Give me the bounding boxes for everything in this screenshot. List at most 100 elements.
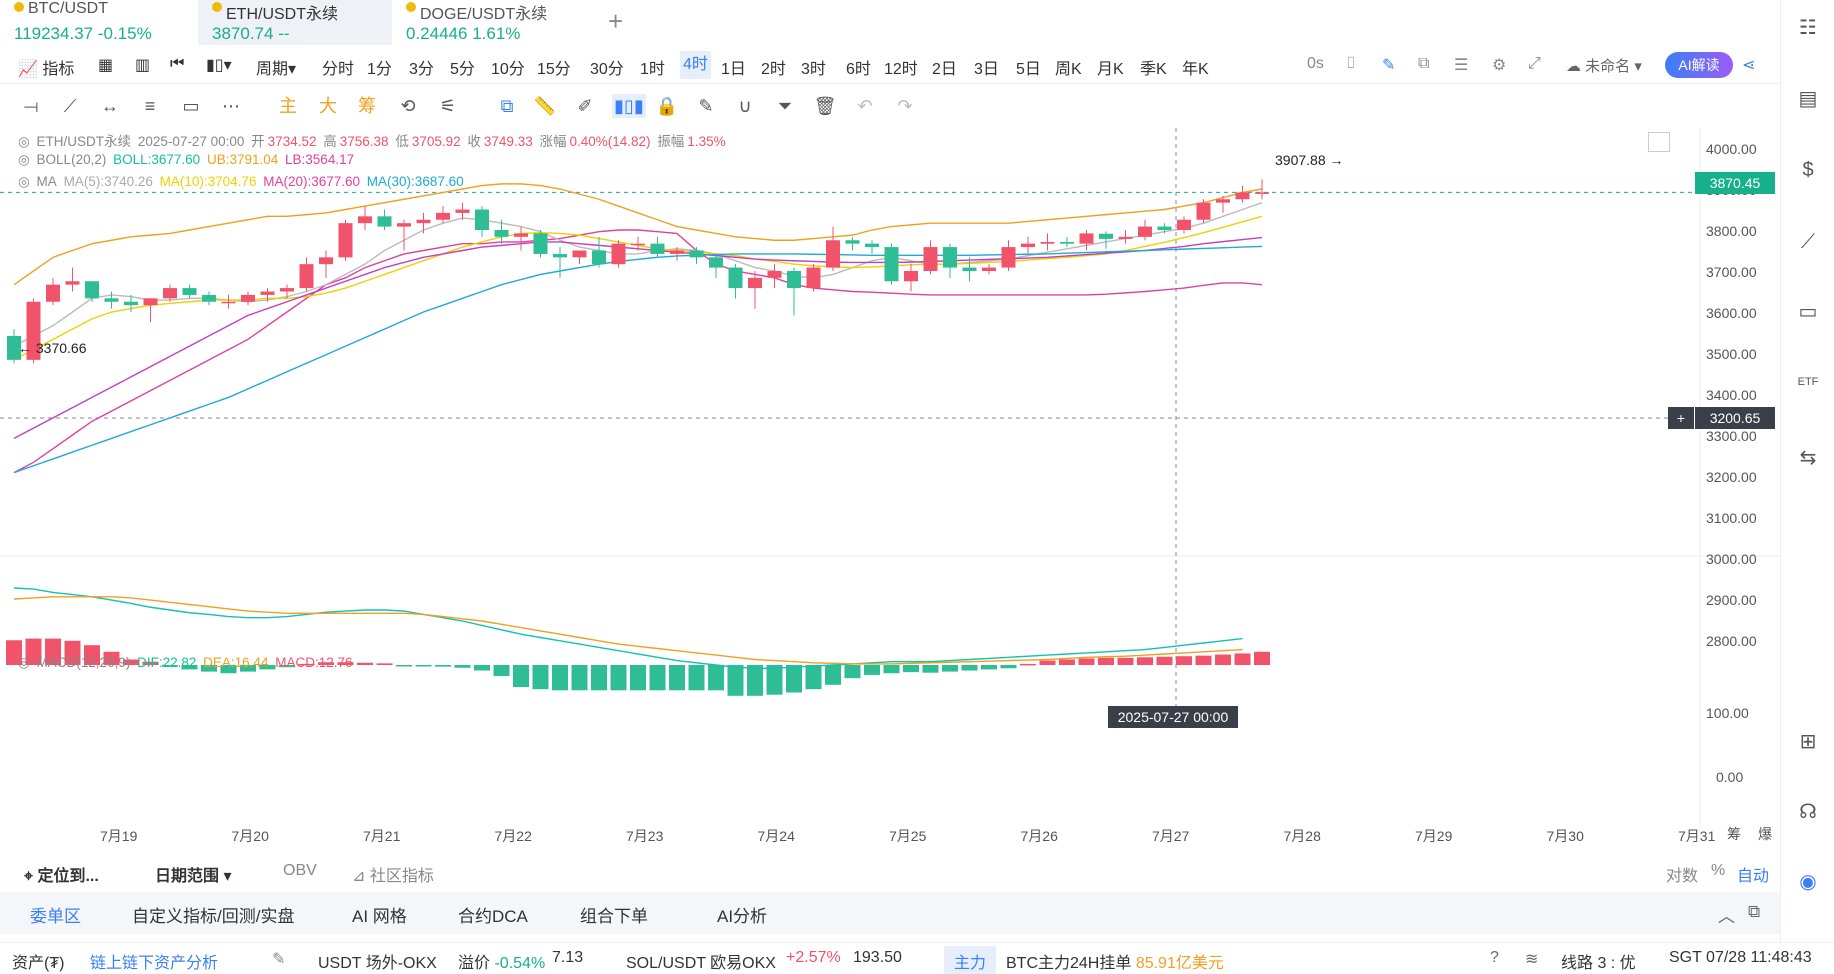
period-dropdown[interactable]: 周期▾ — [256, 61, 297, 78]
redo-icon[interactable]: ↷ — [897, 96, 913, 116]
document-icon[interactable]: ▤ — [1798, 88, 1818, 110]
tab-ai-grid[interactable]: AI 网格 — [352, 907, 407, 926]
crosshair-plus-icon[interactable]: + — [1668, 407, 1694, 429]
panel-icon[interactable]: ⊞ — [1799, 731, 1817, 753]
interval-13[interactable]: 12时 — [884, 61, 918, 78]
trend-line-icon[interactable]: ⟋ — [63, 96, 77, 116]
big-order-button[interactable]: 大 — [319, 96, 337, 116]
layout-name-dropdown[interactable]: ☁ 未命名 ▾ — [1566, 58, 1642, 75]
copy-icon[interactable]: ⧉ — [500, 96, 514, 116]
log-scale-button[interactable]: 对数 — [1666, 868, 1699, 885]
interval-12[interactable]: 6时 — [846, 61, 871, 78]
replay-icon[interactable]: ⏮ — [170, 55, 185, 72]
chart-type-icon[interactable]: ▮▯▾ — [206, 57, 232, 74]
interval-6[interactable]: 30分 — [590, 61, 624, 78]
interval-14[interactable]: 2日 — [932, 61, 957, 78]
chips-button[interactable]: 筹 — [358, 96, 376, 116]
locate-button[interactable]: ⌖ 定位到... — [24, 868, 99, 885]
magnet-icon[interactable]: ∪ — [738, 96, 752, 116]
price-chart[interactable]: ◎ ETH/USDT永续 2025-07-27 00:00 开 3734.52 高… — [0, 128, 1780, 844]
tab-contract-dca[interactable]: 合约DCA — [458, 907, 528, 926]
sol-ticker[interactable]: SOL/USDT 欧易OKX — [626, 955, 776, 972]
interval-10[interactable]: 2时 — [761, 61, 786, 78]
exchange-icon[interactable]: ⇆ — [1799, 447, 1817, 469]
line-status[interactable]: 线路 3 : 优 — [1561, 955, 1636, 972]
interval-18[interactable]: 月K — [1097, 61, 1124, 78]
burst-label[interactable]: 爆 — [1758, 826, 1772, 842]
tab-ai-analysis[interactable]: AI分析 — [717, 907, 768, 926]
rectangle-icon[interactable]: ▭ — [182, 96, 200, 116]
camera-icon[interactable]: ⌷ — [1346, 55, 1356, 72]
more-tools-icon[interactable]: ⋯ — [222, 96, 240, 116]
fullscreen-icon[interactable]: ⤢ — [1528, 55, 1541, 72]
tab-custom-indicator[interactable]: 自定义指标/回测/实盘 — [132, 907, 295, 926]
interval-8[interactable]: 4时 — [680, 51, 711, 79]
interval-17[interactable]: 周K — [1055, 61, 1082, 78]
grid-list-icon[interactable]: ☷ — [1799, 17, 1817, 39]
interval-1[interactable]: 1分 — [367, 61, 392, 78]
interval-7[interactable]: 1时 — [640, 61, 665, 78]
popout-icon[interactable]: ⧉ — [1748, 902, 1761, 921]
tab-btc[interactable]: BTC/USDT 119234.37 -0.15% — [0, 0, 196, 45]
interval-15[interactable]: 3日 — [974, 61, 999, 78]
draw-icon[interactable]: ✐ — [577, 96, 593, 116]
edit-icon[interactable]: ✎ — [272, 951, 286, 968]
sync-icon[interactable]: ⟲ — [400, 96, 416, 116]
chart-canvas[interactable] — [0, 128, 1780, 838]
main-chip-button[interactable]: 主 — [279, 96, 297, 116]
interval-2[interactable]: 3分 — [409, 61, 434, 78]
interval-3[interactable]: 5分 — [450, 61, 475, 78]
pencil-icon[interactable]: ✎ — [1382, 57, 1396, 74]
usdt-otc[interactable]: USDT 场外-OKX — [318, 955, 437, 972]
ai-interpret-button[interactable]: AI解读 — [1665, 52, 1733, 78]
popout-icon[interactable]: ⧉ — [1418, 55, 1430, 72]
percent-scale-button[interactable]: % — [1711, 862, 1726, 879]
main-force-badge[interactable]: 主力 — [944, 946, 997, 974]
share-icon[interactable]: ⋖ — [1742, 57, 1756, 74]
expand-icon[interactable] — [1648, 132, 1670, 152]
tab-combo-order[interactable]: 组合下单 — [580, 907, 648, 926]
interval-16[interactable]: 5日 — [1016, 61, 1041, 78]
chips-label[interactable]: 筹 — [1727, 826, 1741, 842]
chevron-up-icon[interactable]: ︿ — [1718, 907, 1735, 926]
tab-order-area[interactable]: 委单区 — [30, 907, 81, 926]
interval-19[interactable]: 季K — [1140, 61, 1167, 78]
tab-doge[interactable]: DOGE/USDT永续 0.24446 1.61% — [392, 0, 592, 45]
range-icon[interactable]: ↔ — [101, 96, 119, 116]
candle-mode-icon[interactable]: ▮▯▮ — [612, 94, 646, 118]
robot-icon[interactable]: ◉ — [1799, 871, 1817, 893]
trash-icon[interactable]: 🗑 — [813, 96, 837, 116]
interval-4[interactable]: 10分 — [491, 61, 525, 78]
tab-eth[interactable]: ETH/USDT永续 3870.74 -- — [198, 0, 392, 45]
horizontal-line-icon[interactable]: ⟞ — [23, 96, 39, 116]
calendar-icon[interactable]: ▦ — [98, 57, 114, 74]
headset-icon[interactable]: ☊ — [1799, 801, 1817, 823]
interval-20[interactable]: 年K — [1182, 61, 1209, 78]
interval-5[interactable]: 15分 — [537, 61, 571, 78]
note-icon[interactable]: ✎ — [698, 96, 714, 116]
interval-11[interactable]: 3时 — [801, 61, 826, 78]
etf-icon[interactable]: ETF — [1797, 376, 1819, 388]
undo-icon[interactable]: ↶ — [857, 96, 873, 116]
interval-9[interactable]: 1日 — [721, 61, 746, 78]
indicator-button[interactable]: 📈 指标 — [18, 61, 75, 78]
parallel-lines-icon[interactable]: ≡ — [144, 96, 156, 116]
monitor-icon[interactable]: ▭ — [1798, 301, 1818, 323]
filter-icon[interactable]: ⏷ — [777, 96, 793, 116]
lock-icon[interactable]: 🔒 — [655, 96, 679, 116]
help-icon[interactable]: ? — [1490, 949, 1499, 966]
ruler-icon[interactable]: 📏 — [533, 96, 557, 116]
brush-icon[interactable]: ⚟ — [439, 96, 457, 116]
chain-analysis-link[interactable]: 链上链下资产分析 — [90, 955, 219, 972]
obv-button[interactable]: OBV — [283, 862, 317, 879]
auto-scale-button[interactable]: 自动 — [1737, 868, 1770, 885]
assets-label[interactable]: 资产(₮) — [12, 955, 65, 972]
gear-icon[interactable]: ⚙ — [1492, 57, 1507, 74]
community-indicator-button[interactable]: ⊿ 社区指标 — [352, 868, 434, 885]
dollar-icon[interactable]: $ — [1802, 159, 1814, 181]
list-icon[interactable]: ☰ — [1454, 57, 1469, 74]
add-tab-icon[interactable]: + — [608, 6, 624, 36]
layout-icon[interactable]: ▥ — [135, 57, 151, 74]
interval-0[interactable]: 分时 — [322, 61, 355, 78]
trend-icon[interactable]: ⟋ — [1801, 231, 1815, 253]
